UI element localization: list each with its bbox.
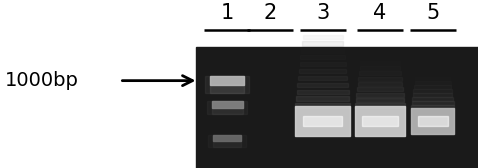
- Bar: [360, 60, 400, 65]
- Bar: [295, 103, 350, 108]
- Bar: [355, 106, 405, 136]
- Text: 4: 4: [373, 3, 387, 24]
- Bar: [304, 116, 342, 126]
- Bar: [361, 55, 399, 59]
- Bar: [300, 55, 345, 59]
- Bar: [208, 135, 246, 146]
- Text: 1: 1: [220, 3, 234, 24]
- Bar: [356, 98, 404, 102]
- Bar: [303, 35, 343, 39]
- Bar: [360, 66, 400, 70]
- Bar: [298, 76, 347, 80]
- Bar: [213, 135, 241, 146]
- Bar: [210, 76, 244, 93]
- Bar: [418, 61, 447, 66]
- Bar: [296, 96, 349, 101]
- Bar: [301, 48, 344, 53]
- Bar: [211, 101, 243, 108]
- Bar: [411, 108, 454, 134]
- Text: 3: 3: [316, 3, 329, 24]
- Bar: [362, 50, 398, 54]
- Text: 2: 2: [263, 3, 277, 24]
- Bar: [205, 76, 249, 93]
- Text: 5: 5: [426, 3, 439, 24]
- Bar: [359, 71, 401, 75]
- Bar: [362, 45, 398, 49]
- Bar: [415, 77, 450, 81]
- Bar: [414, 81, 451, 85]
- Bar: [210, 76, 244, 85]
- Bar: [356, 93, 404, 97]
- Bar: [357, 87, 403, 92]
- Bar: [417, 65, 448, 70]
- Bar: [362, 116, 398, 126]
- Bar: [213, 135, 241, 141]
- Bar: [414, 85, 451, 89]
- Bar: [295, 106, 350, 136]
- Bar: [413, 89, 452, 93]
- Bar: [299, 69, 347, 73]
- Bar: [355, 103, 405, 108]
- Bar: [302, 41, 343, 46]
- Bar: [358, 82, 402, 86]
- Bar: [413, 93, 452, 97]
- Bar: [211, 101, 243, 114]
- Bar: [416, 73, 449, 77]
- Bar: [412, 97, 453, 101]
- Text: 1000bp: 1000bp: [5, 71, 79, 90]
- Bar: [412, 101, 454, 105]
- Bar: [297, 83, 348, 87]
- Bar: [358, 77, 402, 81]
- Bar: [300, 62, 346, 66]
- Bar: [196, 47, 478, 168]
- Bar: [304, 28, 342, 32]
- Bar: [207, 101, 247, 114]
- Bar: [297, 90, 348, 94]
- Bar: [418, 116, 447, 126]
- Bar: [416, 69, 449, 73]
- Bar: [411, 105, 454, 109]
